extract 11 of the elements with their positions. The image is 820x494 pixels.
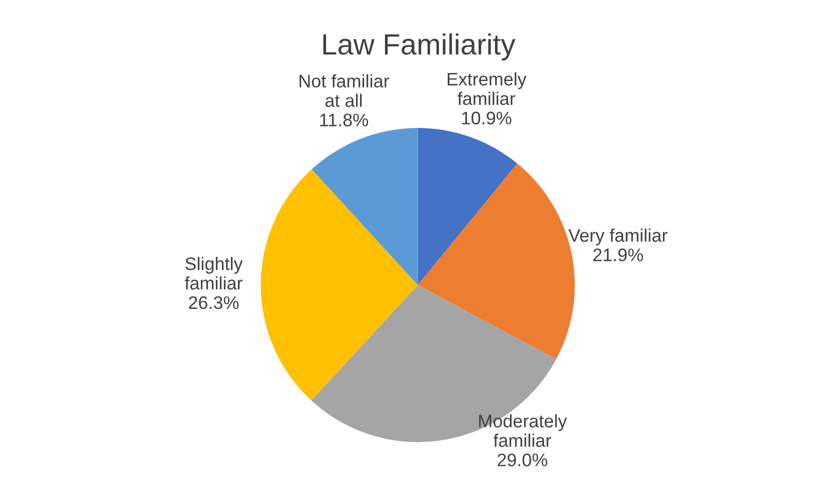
chart-title: Law Familiarity — [323, 33, 516, 61]
data-label: 21.9% — [593, 248, 643, 262]
slice-label: Not familiar at all — [300, 74, 390, 107]
data-label: 26.3% — [188, 296, 239, 310]
slice-label: Very familiar — [568, 228, 668, 246]
data-label: 11.8% — [320, 114, 368, 126]
data-label: 29.0% — [498, 454, 548, 466]
data-label: 10.9% — [462, 112, 512, 124]
slice-label: Extremely familiar — [448, 72, 526, 106]
slice-label: Moderately familiar — [479, 414, 567, 447]
slice-label: Slightly familiar — [184, 256, 243, 290]
